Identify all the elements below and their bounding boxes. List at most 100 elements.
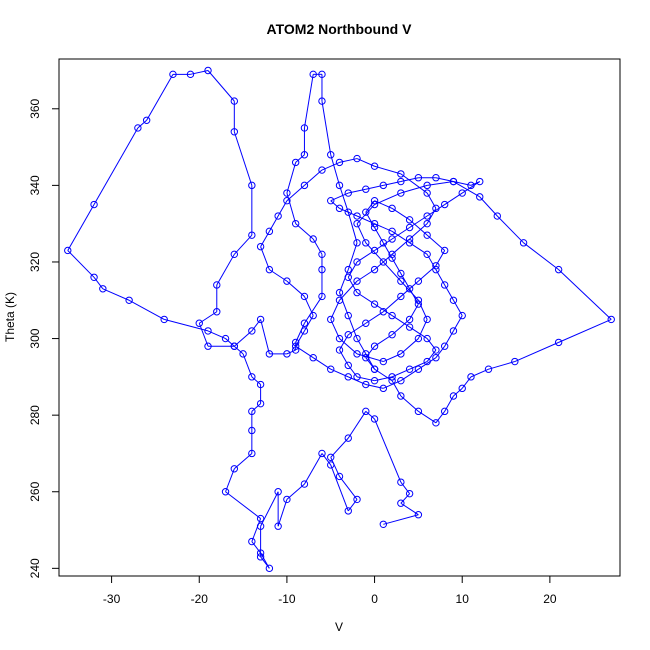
series-segment — [347, 365, 358, 378]
y-tick-label: 300 — [28, 328, 42, 348]
series-segment — [339, 349, 349, 366]
series-segment — [321, 453, 332, 466]
data-point — [204, 327, 212, 335]
series-segment — [461, 376, 472, 389]
data-point — [405, 323, 414, 331]
data-point — [169, 70, 177, 79]
data-point — [318, 250, 326, 259]
data-point — [344, 507, 352, 515]
data-point — [248, 231, 256, 239]
data-point — [344, 361, 352, 370]
series-segment — [435, 269, 446, 286]
data-point — [309, 70, 317, 79]
series-segment — [260, 231, 270, 247]
data-point — [388, 376, 396, 385]
data-point — [353, 288, 361, 297]
series-segment — [312, 238, 323, 255]
series-segment — [558, 269, 612, 320]
data-point — [64, 246, 72, 255]
series-segment — [488, 361, 515, 370]
data-point — [449, 177, 458, 186]
series-segment — [453, 315, 463, 332]
series-segment — [391, 257, 402, 274]
data-point — [283, 196, 291, 205]
x-tick-label: -10 — [278, 592, 296, 606]
data-point — [99, 285, 107, 293]
series-segment — [304, 169, 323, 186]
series-segment — [444, 330, 454, 347]
data-point — [335, 472, 344, 481]
data-point — [248, 407, 256, 416]
data-point — [414, 334, 423, 343]
data-point — [362, 239, 370, 247]
data-point — [379, 384, 388, 393]
data-point — [309, 311, 317, 320]
data-point — [230, 250, 239, 259]
series-segment — [339, 334, 349, 351]
series-segment — [251, 319, 262, 332]
series-segment — [251, 376, 261, 385]
series-segment — [304, 453, 323, 485]
data-point — [230, 97, 239, 105]
x-tick-label: 0 — [371, 592, 378, 606]
data-point — [370, 196, 379, 205]
series-segment — [427, 181, 454, 186]
series-segment — [67, 204, 95, 251]
data-point — [397, 189, 405, 197]
x-tick-label: 10 — [456, 592, 470, 606]
data-point — [370, 223, 379, 232]
series-segment — [260, 246, 270, 270]
data-point — [256, 242, 265, 251]
data-point — [300, 124, 309, 132]
data-point — [344, 189, 352, 197]
series-segment — [216, 254, 235, 286]
series-segment — [251, 518, 262, 542]
data-point — [458, 189, 466, 197]
data-point — [221, 334, 230, 343]
plot-frame — [58, 58, 621, 577]
series-segment — [286, 280, 305, 297]
data-point — [362, 407, 370, 416]
data-point — [440, 200, 449, 209]
data-point — [379, 258, 388, 266]
data-point — [432, 346, 440, 354]
data-point — [388, 311, 396, 320]
y-tick-label: 340 — [28, 175, 42, 195]
data-point — [449, 327, 458, 335]
data-point — [397, 350, 405, 358]
y-tick-label: 240 — [28, 558, 42, 578]
data-point — [388, 254, 396, 262]
series-segment — [409, 303, 419, 320]
data-point — [335, 288, 344, 297]
data-point — [449, 296, 458, 304]
data-point — [423, 212, 431, 220]
series-segment — [295, 223, 314, 240]
series-segment — [435, 345, 446, 359]
data-point — [344, 331, 352, 339]
data-point — [353, 239, 361, 247]
series-segment — [374, 165, 401, 175]
data-point — [379, 357, 388, 366]
series-segment — [400, 173, 428, 194]
series-segment — [268, 215, 279, 232]
series-segment — [365, 242, 384, 263]
data-point — [405, 315, 414, 324]
series-segment — [365, 200, 375, 213]
data-point — [362, 319, 370, 327]
data-point — [397, 499, 405, 507]
series-segment — [339, 476, 358, 500]
data-point — [256, 553, 265, 561]
data-point — [344, 373, 352, 381]
data-point — [397, 292, 405, 301]
data-point — [335, 181, 344, 190]
data-point — [467, 373, 475, 381]
series-segment — [382, 242, 393, 259]
data-point — [125, 296, 133, 304]
data-point — [379, 239, 388, 247]
data-point — [423, 219, 431, 228]
series-segment — [356, 204, 375, 225]
data-point — [265, 265, 274, 274]
data-point — [440, 281, 449, 289]
series-segment — [233, 234, 253, 255]
series-segment — [391, 319, 410, 336]
